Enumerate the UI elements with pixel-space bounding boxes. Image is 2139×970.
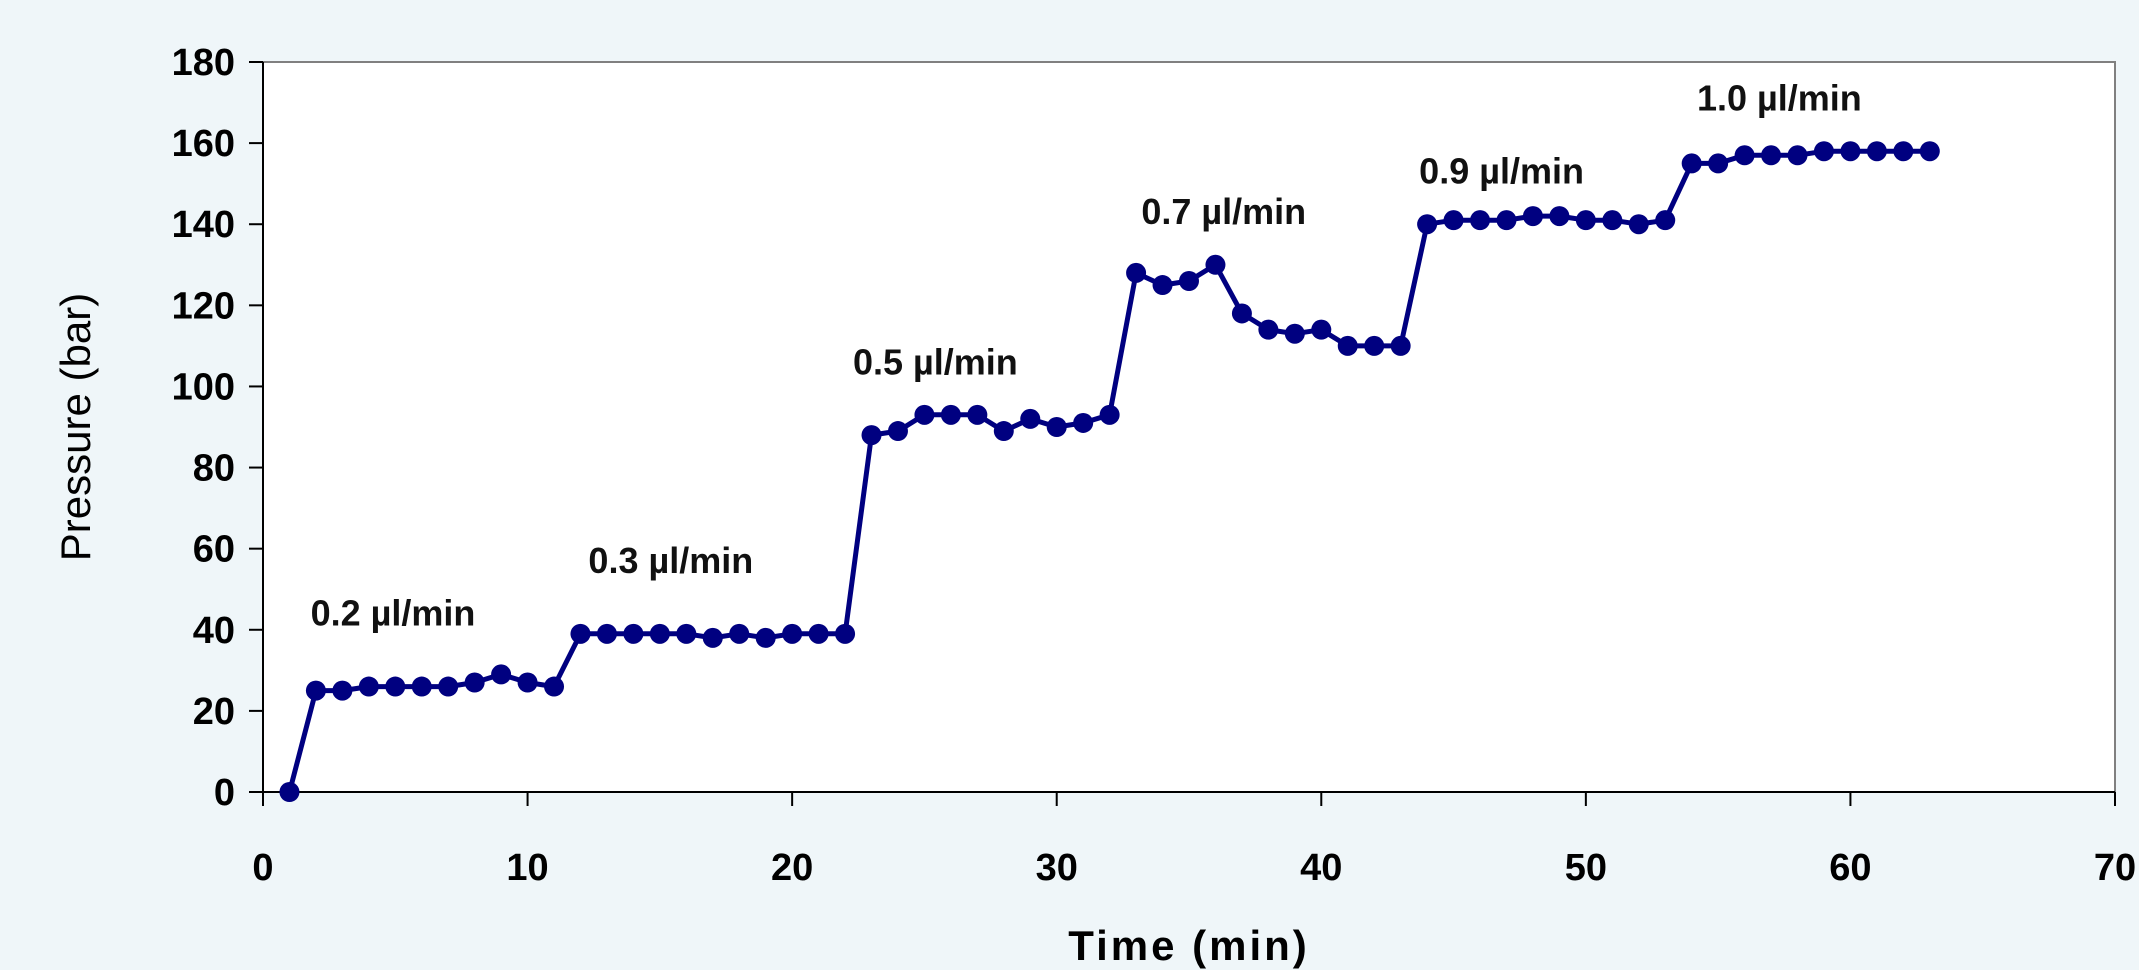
data-point: [491, 664, 512, 685]
flow-rate-annotation: 0.2 µl/min: [311, 593, 476, 634]
y-tick-label: 180: [172, 42, 235, 84]
data-point: [1866, 141, 1887, 162]
x-tick-label: 40: [1300, 847, 1342, 889]
x-tick-label: 70: [2094, 847, 2136, 889]
data-point: [1020, 408, 1041, 429]
data-point: [1258, 319, 1279, 340]
flow-rate-annotation: 1.0 µl/min: [1697, 78, 1862, 119]
data-point: [305, 680, 326, 701]
data-point: [1840, 141, 1861, 162]
data-point: [914, 404, 935, 425]
x-tick-label: 10: [506, 847, 548, 889]
data-point: [861, 425, 882, 446]
x-axis-title: Time (min): [1068, 922, 1310, 969]
plot-area: [262, 61, 2116, 793]
data-point: [835, 623, 856, 644]
data-point: [1470, 210, 1491, 231]
data-point: [808, 623, 829, 644]
x-tick-label: 0: [252, 847, 273, 889]
y-axis-title: Pressure (bar): [52, 293, 99, 561]
data-point: [1126, 262, 1147, 283]
data-point: [1919, 141, 1940, 162]
y-tick-label: 100: [172, 366, 235, 408]
data-point: [1284, 323, 1305, 344]
data-point: [1575, 210, 1596, 231]
y-tick-label: 80: [193, 448, 235, 490]
y-tick-label: 60: [193, 529, 235, 571]
data-point: [279, 782, 300, 802]
data-point: [993, 421, 1014, 442]
data-point: [1337, 335, 1358, 356]
data-point: [1099, 404, 1120, 425]
flow-rate-annotation: 0.9 µl/min: [1419, 151, 1584, 192]
data-point: [544, 676, 565, 697]
data-point: [438, 676, 459, 697]
data-point: [1364, 335, 1385, 356]
data-point: [887, 421, 908, 442]
axes: 0 20 40 60 80 100 120 140 160 180 0 10 20 30 40 50 60 70: [172, 42, 2137, 889]
data-point: [729, 623, 750, 644]
data-point: [1813, 141, 1834, 162]
data-point: [755, 627, 776, 648]
data-point: [1549, 206, 1570, 227]
flow-rate-annotation: 0.3 µl/min: [588, 540, 753, 581]
data-point: [1655, 210, 1676, 231]
y-tick-label: 0: [214, 772, 235, 814]
data-point: [1390, 335, 1411, 356]
x-tick-label: 20: [771, 847, 813, 889]
data-point: [1522, 206, 1543, 227]
data-point: [570, 623, 591, 644]
data-point: [1761, 145, 1782, 166]
y-tick-label: 40: [193, 610, 235, 652]
x-tick-label: 50: [1565, 847, 1607, 889]
flow-rate-annotation: 0.5 µl/min: [853, 341, 1018, 382]
data-point: [596, 623, 617, 644]
data-point: [358, 676, 379, 697]
annotation-layer: 0.2 µl/min 0.3 µl/min 0.5 µl/min 0.7 µl/min…: [311, 78, 1862, 634]
data-point: [1152, 275, 1173, 296]
data-point: [702, 627, 723, 648]
data-point: [1602, 210, 1623, 231]
data-point: [967, 404, 988, 425]
data-point: [464, 672, 485, 693]
data-point: [940, 404, 961, 425]
series-layer: [279, 141, 1940, 802]
y-tick-label: 140: [172, 204, 235, 246]
data-point: [1311, 319, 1332, 340]
data-point: [1443, 210, 1464, 231]
data-point: [1787, 145, 1808, 166]
data-point: [411, 676, 432, 697]
flow-rate-annotation: 0.7 µl/min: [1141, 191, 1306, 232]
data-point: [1893, 141, 1914, 162]
data-point: [1046, 417, 1067, 437]
data-point: [1734, 145, 1755, 166]
y-tick-label: 120: [172, 285, 235, 327]
data-point: [649, 623, 670, 644]
y-tick-label: 20: [193, 691, 235, 733]
data-point: [676, 623, 697, 644]
data-point: [1073, 412, 1094, 433]
x-tick-label: 60: [1829, 847, 1871, 889]
data-point: [782, 623, 803, 644]
data-point: [1417, 214, 1438, 235]
data-point: [517, 672, 538, 693]
y-tick-label: 160: [172, 123, 235, 165]
data-point: [1496, 210, 1517, 231]
data-point: [1205, 254, 1226, 275]
data-point: [1681, 153, 1702, 174]
data-point: [1179, 271, 1199, 291]
data-point: [1628, 214, 1649, 235]
data-point: [1231, 303, 1252, 324]
x-tick-label: 30: [1036, 847, 1078, 889]
data-point: [623, 623, 644, 644]
data-point: [1708, 153, 1729, 174]
data-point: [385, 676, 406, 697]
data-point: [332, 680, 353, 701]
